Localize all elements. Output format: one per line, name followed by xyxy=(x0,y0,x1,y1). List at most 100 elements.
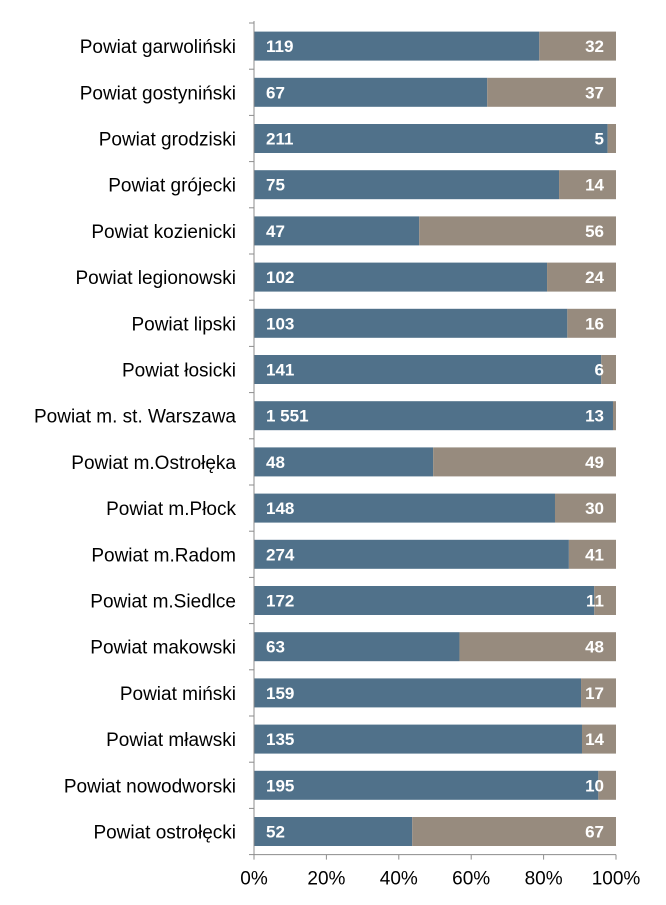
category-label-6: Powiat lipski xyxy=(131,314,236,335)
data-label-2-8: 13 xyxy=(585,407,604,426)
data-label-1-1: 67 xyxy=(266,83,285,102)
x-tick-label-3: 60% xyxy=(452,869,490,890)
data-label-1-3: 75 xyxy=(266,176,285,195)
bar-1-13 xyxy=(254,632,460,662)
data-label-2-15: 14 xyxy=(585,730,604,749)
bar-1-3 xyxy=(254,170,560,200)
category-label-10: Powiat m.Płock xyxy=(106,499,236,520)
data-label-2-11: 41 xyxy=(585,545,604,564)
category-label-8: Powiat m. st. Warszawa xyxy=(34,407,236,428)
bar-1-7 xyxy=(254,355,602,384)
category-label-0: Powiat garwoliński xyxy=(80,37,236,58)
bar-2-10 xyxy=(554,493,616,523)
bar-2-11 xyxy=(568,539,616,569)
category-label-16: Powiat nowodworski xyxy=(64,776,236,797)
data-label-2-9: 49 xyxy=(585,453,604,472)
data-label-1-11: 274 xyxy=(266,545,295,564)
data-label-1-6: 103 xyxy=(266,314,294,333)
data-label-1-0: 119 xyxy=(266,37,293,56)
category-label-17: Powiat ostrołęcki xyxy=(93,823,236,844)
category-label-12: Powiat m.Siedlce xyxy=(90,592,236,613)
bar-1-1 xyxy=(254,77,488,107)
bar-2-12 xyxy=(594,586,616,615)
data-label-2-2: 5 xyxy=(595,130,604,149)
bar-2-3 xyxy=(559,170,616,200)
category-labels: Powiat garwoliński Powiat gostyniński Powi… xyxy=(34,37,237,843)
data-label-1-8: 1 551 xyxy=(266,407,309,426)
bars-group xyxy=(254,31,616,846)
bar-1-15 xyxy=(254,724,582,754)
data-label-2-1: 37 xyxy=(585,83,604,102)
data-label-2-10: 30 xyxy=(585,499,604,518)
data-label-2-6: 16 xyxy=(585,314,604,333)
bar-2-5 xyxy=(547,262,616,292)
data-label-2-3: 14 xyxy=(585,176,604,195)
data-label-1-14: 159 xyxy=(266,684,294,703)
category-label-14: Powiat miński xyxy=(120,684,236,705)
data-label-1-17: 52 xyxy=(266,823,285,842)
category-label-4: Powiat kozienicki xyxy=(91,222,236,243)
data-label-2-12: 11 xyxy=(586,592,604,611)
category-label-3: Powiat grójecki xyxy=(108,176,236,197)
category-label-5: Powiat legionowski xyxy=(75,268,236,289)
data-label-1-9: 48 xyxy=(266,453,285,472)
data-label-1-7: 141 xyxy=(266,361,294,380)
data-label-2-0: 32 xyxy=(585,37,604,56)
category-label-2: Powiat grodziski xyxy=(99,130,236,151)
x-tick-label-0: 0% xyxy=(240,869,268,890)
data-label-2-16: 10 xyxy=(585,776,604,795)
bar-1-0 xyxy=(254,31,540,61)
x-tick-label-5: 100% xyxy=(592,869,641,890)
bar-1-11 xyxy=(254,539,569,569)
bar-1-9 xyxy=(254,447,434,477)
bar-2-4 xyxy=(419,216,616,246)
data-label-2-14: 17 xyxy=(585,684,604,703)
x-tick-label-4: 80% xyxy=(525,869,563,890)
bar-2-17 xyxy=(412,817,616,846)
x-tick-label-1: 20% xyxy=(307,869,345,890)
category-label-7: Powiat łosicki xyxy=(122,361,236,382)
data-label-1-13: 63 xyxy=(266,638,285,657)
data-label-1-16: 195 xyxy=(266,776,294,795)
data-label-2-7: 6 xyxy=(595,361,604,380)
bar-1-14 xyxy=(254,678,582,708)
bar-2-13 xyxy=(459,632,616,662)
bar-1-10 xyxy=(254,493,555,523)
data-label-1-15: 135 xyxy=(266,730,294,749)
data-label-1-5: 102 xyxy=(266,268,294,287)
bar-2-15 xyxy=(581,724,616,754)
category-label-11: Powiat m.Radom xyxy=(91,545,236,566)
category-label-15: Powiat mławski xyxy=(106,730,236,751)
bar-2-7 xyxy=(601,355,616,384)
x-tick-label-2: 40% xyxy=(380,869,418,890)
data-label-1-10: 148 xyxy=(266,499,294,518)
bar-2-2 xyxy=(607,124,616,153)
bar-2-1 xyxy=(487,77,616,107)
bar-1-4 xyxy=(254,216,420,246)
data-label-2-4: 56 xyxy=(585,222,604,241)
data-label-2-13: 48 xyxy=(585,638,604,657)
bar-1-2 xyxy=(254,124,608,153)
bar-1-8 xyxy=(254,401,613,431)
bar-2-16 xyxy=(598,770,616,800)
data-label-2-5: 24 xyxy=(585,268,604,287)
bar-2-6 xyxy=(567,308,616,338)
bar-1-12 xyxy=(254,586,595,615)
bar-1-16 xyxy=(254,770,599,800)
data-labels: 119 32 67 37 211 5 75 14 47 56 102 24 103 16 141 6 1 551… xyxy=(266,37,605,841)
bar-2-14 xyxy=(581,678,616,708)
data-label-1-12: 172 xyxy=(266,592,294,611)
x-axis: 0% 20% 40% 60% 80% 100% xyxy=(240,21,640,890)
bar-2-9 xyxy=(433,447,616,477)
category-label-9: Powiat m.Ostrołęka xyxy=(71,453,236,474)
data-label-1-4: 47 xyxy=(266,222,285,241)
bar-2-8 xyxy=(612,401,616,431)
data-label-1-2: 211 xyxy=(266,130,293,149)
category-label-13: Powiat makowski xyxy=(90,638,236,659)
bar-1-5 xyxy=(254,262,548,292)
bar-1-17 xyxy=(254,817,413,846)
bar-1-6 xyxy=(254,308,568,338)
data-label-2-17: 67 xyxy=(585,823,604,842)
bar-2-0 xyxy=(539,31,616,61)
